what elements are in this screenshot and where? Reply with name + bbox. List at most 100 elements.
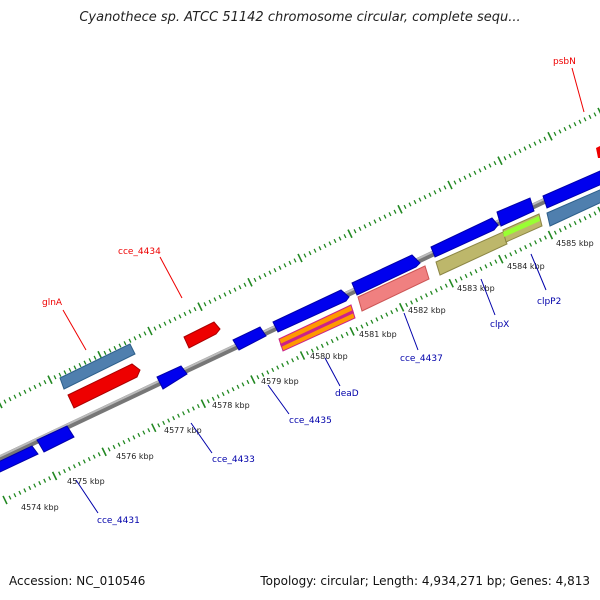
major-tick (347, 229, 353, 239)
major-tick (51, 471, 58, 481)
gene-cce_4436-feature[interactable] (351, 254, 421, 296)
minor-tick (243, 282, 247, 287)
gene-label-deaD[interactable]: deaD (335, 389, 359, 399)
minor-tick (410, 300, 414, 305)
gene-top-b-feature[interactable] (542, 170, 600, 209)
minor-tick (538, 139, 542, 144)
gene-cce_4437-feature[interactable] (357, 265, 430, 312)
gene-top-a-feature[interactable] (496, 197, 535, 227)
minor-tick (489, 261, 493, 267)
minor-tick (93, 355, 97, 360)
minor-tick (293, 258, 297, 263)
minor-tick (434, 288, 438, 293)
minor-tick (370, 319, 374, 324)
minor-tick (543, 235, 547, 240)
minor-tick (196, 403, 200, 409)
minor-tick (183, 311, 187, 317)
minor-tick (383, 214, 387, 219)
gene-label-cce_4433[interactable]: cce_4433 (212, 455, 255, 465)
minor-tick (48, 476, 52, 481)
gene-cce_4435-feature[interactable] (272, 289, 350, 333)
major-tick (2, 495, 8, 505)
major-tick (250, 375, 256, 384)
outer-tick-track (0, 107, 600, 409)
gene-label-cce_4431[interactable]: cce_4431 (97, 516, 140, 526)
minor-tick (483, 165, 487, 171)
minor-tick (588, 213, 592, 218)
minor-tick (23, 488, 27, 493)
minor-tick (328, 241, 332, 246)
minor-tick (216, 394, 220, 399)
feature-group (0, 145, 600, 473)
gene-glnA-upper-feature[interactable] (59, 343, 136, 390)
gene-clpX-feature[interactable] (435, 231, 508, 276)
gene-cce_4433-feature[interactable] (156, 365, 188, 390)
scale-label: 4576 kbp (116, 452, 154, 461)
scale-label: 4581 kbp (359, 330, 397, 339)
gene-clpX-upper-feature[interactable] (430, 217, 499, 258)
major-tick (297, 253, 303, 263)
minor-tick (142, 430, 146, 435)
minor-tick (23, 389, 27, 394)
gene-label-clpX[interactable]: clpX (490, 320, 509, 330)
gene-label-clpP2[interactable]: clpP2 (537, 297, 561, 307)
gene-cce_4431-b-feature[interactable] (36, 425, 75, 453)
minor-tick (568, 124, 572, 129)
minor-tick (278, 265, 282, 270)
minor-tick (137, 432, 141, 438)
bottom-gene-labels: cce_4431 cce_4433 cce_4435 deaD cce_4437… (75, 253, 561, 526)
leader-line (324, 357, 341, 387)
gene-clpP2-stripe (503, 216, 540, 237)
gene-psbN-feature[interactable] (596, 145, 600, 158)
scale-label: 4579 kbp (261, 377, 299, 386)
minor-tick (553, 230, 557, 235)
minor-tick (528, 143, 532, 149)
minor-tick (28, 485, 32, 491)
leader-line (190, 422, 213, 454)
minor-tick (583, 117, 587, 122)
minor-tick (163, 321, 167, 326)
minor-tick (283, 263, 287, 268)
minor-tick (543, 136, 547, 141)
major-tick (197, 302, 203, 312)
minor-tick (153, 326, 157, 331)
minor-tick (558, 129, 562, 134)
minor-tick (132, 435, 136, 440)
minor-tick (405, 302, 409, 308)
gene-top-c-feature[interactable] (546, 189, 600, 227)
gene-cce_4434-feature[interactable] (183, 321, 221, 349)
gene-label-cce_4435[interactable]: cce_4435 (289, 416, 332, 426)
scale-label: 4582 kbp (408, 306, 446, 315)
major-tick (247, 277, 253, 287)
major-tick (0, 402, 3, 409)
gene-label-cce_4437[interactable]: cce_4437 (400, 354, 443, 364)
minor-tick (213, 297, 217, 302)
minor-tick (533, 141, 537, 146)
gene-label-cce_4434[interactable]: cce_4434 (118, 247, 161, 257)
minor-tick (308, 251, 312, 256)
minor-tick (343, 234, 347, 239)
leader-line (62, 309, 87, 351)
gene-glnA-feature[interactable] (67, 363, 141, 409)
minor-tick (518, 148, 522, 154)
minor-tick (186, 408, 190, 413)
accession-text: Accession: NC_010546 (9, 574, 146, 588)
minor-tick (266, 370, 270, 375)
minor-tick (588, 114, 592, 119)
minor-tick (514, 249, 518, 255)
major-tick (497, 156, 503, 166)
minor-tick (208, 299, 212, 304)
leader-line (403, 312, 419, 351)
leader-line (571, 67, 585, 113)
gene-cce_4433-b-feature[interactable] (232, 326, 267, 351)
minor-tick (444, 283, 448, 288)
minor-tick (558, 228, 562, 233)
gene-cce_4431-feature[interactable] (0, 445, 39, 473)
minor-tick (108, 348, 112, 353)
minor-tick (167, 418, 171, 423)
minor-tick (420, 295, 423, 300)
gene-label-glnA[interactable]: glnA (42, 298, 63, 308)
gene-label-psbN[interactable]: psbN (553, 57, 576, 67)
minor-tick (233, 287, 237, 292)
